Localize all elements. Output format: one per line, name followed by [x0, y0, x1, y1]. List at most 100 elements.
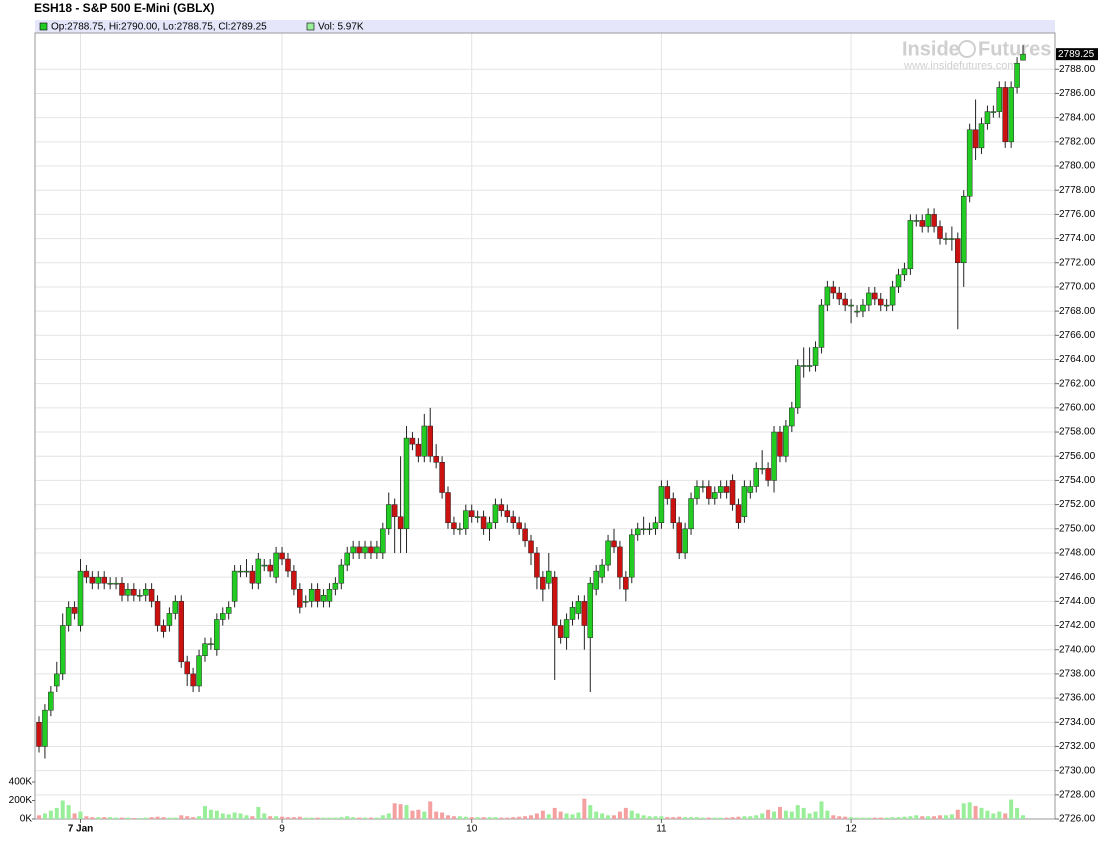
volume-bar: [351, 817, 356, 819]
candle-body: [955, 238, 961, 264]
candle-body: [243, 570, 250, 573]
candle-body: [919, 220, 925, 227]
volume-bar: [119, 817, 124, 819]
candle-body: [225, 607, 232, 614]
volume-bar: [428, 801, 433, 819]
candle-body: [800, 365, 807, 367]
volume-bar: [884, 817, 889, 819]
candle-body: [1014, 62, 1020, 88]
volume-bar: [244, 815, 249, 819]
y-tick-label: 2780.00: [1059, 161, 1096, 172]
volume-bar: [48, 810, 53, 819]
candle-body: [427, 425, 433, 457]
candle-body: [765, 468, 771, 481]
volume-bar: [523, 816, 528, 819]
x-tick-label: 9: [279, 824, 285, 835]
y-tick-label: 2748.00: [1059, 548, 1096, 559]
volume-bar: [131, 818, 136, 819]
candle-body: [658, 486, 665, 523]
candle-body: [652, 522, 659, 530]
volume-bar: [712, 817, 717, 819]
candle-body: [214, 619, 220, 650]
candle-body: [480, 516, 487, 530]
candle-body: [605, 540, 611, 566]
y-tick-label: 2784.00: [1059, 112, 1096, 123]
volume-bar: [333, 817, 338, 819]
candle-body: [89, 576, 96, 584]
volume-bar: [777, 806, 782, 819]
volume-bar: [161, 817, 166, 819]
volume-bar: [647, 816, 652, 819]
candle-body: [362, 546, 368, 554]
volume-bar: [760, 813, 765, 819]
volume-bar: [511, 817, 516, 819]
volume-bar: [558, 811, 563, 819]
candle-body: [409, 437, 416, 445]
candle-body: [842, 298, 848, 306]
volume-bar: [819, 801, 824, 819]
candle-body: [445, 492, 451, 523]
y-tick-label: 2788.00: [1059, 64, 1096, 75]
candle-body: [1002, 87, 1008, 143]
volume-bar: [309, 817, 314, 819]
candle-body: [759, 468, 765, 470]
volume-bar: [718, 817, 723, 819]
volume-bar: [37, 815, 41, 819]
volume-bar: [546, 814, 551, 819]
volume-bar: [84, 816, 89, 819]
volume-bar: [1021, 815, 1025, 819]
volume-bar: [997, 811, 1002, 819]
candle-body: [261, 564, 268, 567]
candle-body: [522, 528, 528, 542]
y-tick-label: 2730.00: [1059, 765, 1096, 776]
volume-bar: [748, 816, 753, 819]
candle-body: [848, 304, 854, 307]
y-tick-label: 2738.00: [1059, 669, 1096, 680]
candle-body: [314, 588, 321, 602]
volume-bar: [724, 817, 729, 819]
volume-bar: [185, 816, 190, 819]
candle-body: [468, 510, 475, 517]
y-tick-label: 2746.00: [1059, 572, 1096, 583]
y-tick-label: 2754.00: [1059, 475, 1096, 486]
candle-body: [836, 292, 842, 300]
candle-body: [95, 576, 102, 584]
candle-body: [546, 570, 552, 584]
volume-bar: [125, 817, 130, 819]
candle-body: [700, 486, 706, 488]
volume-bar: [855, 817, 860, 819]
candle-body: [510, 516, 516, 523]
candle-body: [996, 87, 1003, 112]
y-tick-label: 2734.00: [1059, 717, 1096, 728]
candle-body: [623, 576, 629, 590]
candle-body: [385, 504, 392, 530]
volume-bar: [955, 809, 960, 819]
volume-bar: [635, 813, 640, 819]
volume-bar: [517, 816, 522, 819]
volume-bar: [949, 814, 954, 819]
candle-body: [575, 601, 582, 614]
volume-bar: [440, 812, 445, 819]
candle-body: [569, 607, 576, 620]
candle-body: [794, 365, 801, 409]
x-tick-label: 12: [846, 824, 858, 835]
volume-bar: [339, 817, 344, 819]
candle-body: [380, 528, 386, 554]
candle-body: [599, 564, 605, 578]
volume-bar: [446, 815, 451, 819]
volume-tick-label: 400K: [9, 777, 33, 788]
volume-bar: [801, 807, 806, 819]
candle-body: [872, 292, 878, 300]
candle-body: [457, 528, 463, 531]
candle-body: [712, 492, 718, 499]
y-tick-label: 2752.00: [1059, 499, 1096, 510]
volume-bar: [843, 816, 848, 819]
candle-body: [190, 673, 196, 687]
candle-body: [474, 516, 481, 518]
candle-body: [984, 111, 991, 124]
candle-body: [166, 613, 173, 626]
volume-bar: [42, 813, 47, 819]
volume-bar: [226, 814, 231, 819]
y-tick-label: 2768.00: [1059, 306, 1096, 317]
volume-bar: [481, 817, 486, 819]
